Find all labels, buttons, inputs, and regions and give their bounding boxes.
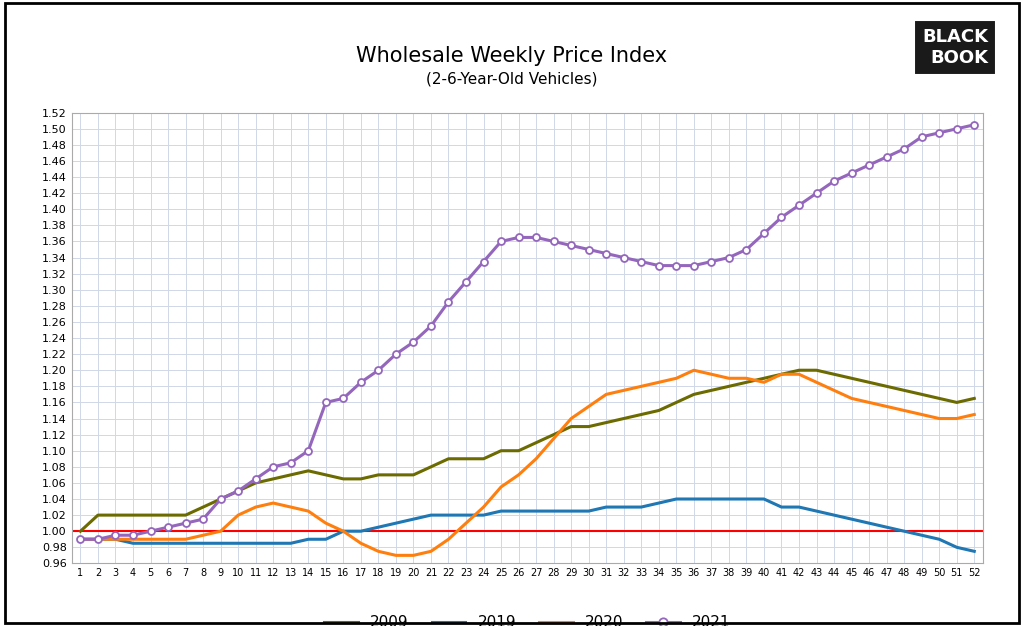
Text: (2-6-Year-Old Vehicles): (2-6-Year-Old Vehicles)	[426, 71, 598, 86]
Text: Wholesale Weekly Price Index: Wholesale Weekly Price Index	[356, 46, 668, 66]
Legend: 2009, 2019, 2020, 2021: 2009, 2019, 2020, 2021	[318, 609, 736, 626]
Text: BLACK
BOOK: BLACK BOOK	[923, 28, 988, 67]
